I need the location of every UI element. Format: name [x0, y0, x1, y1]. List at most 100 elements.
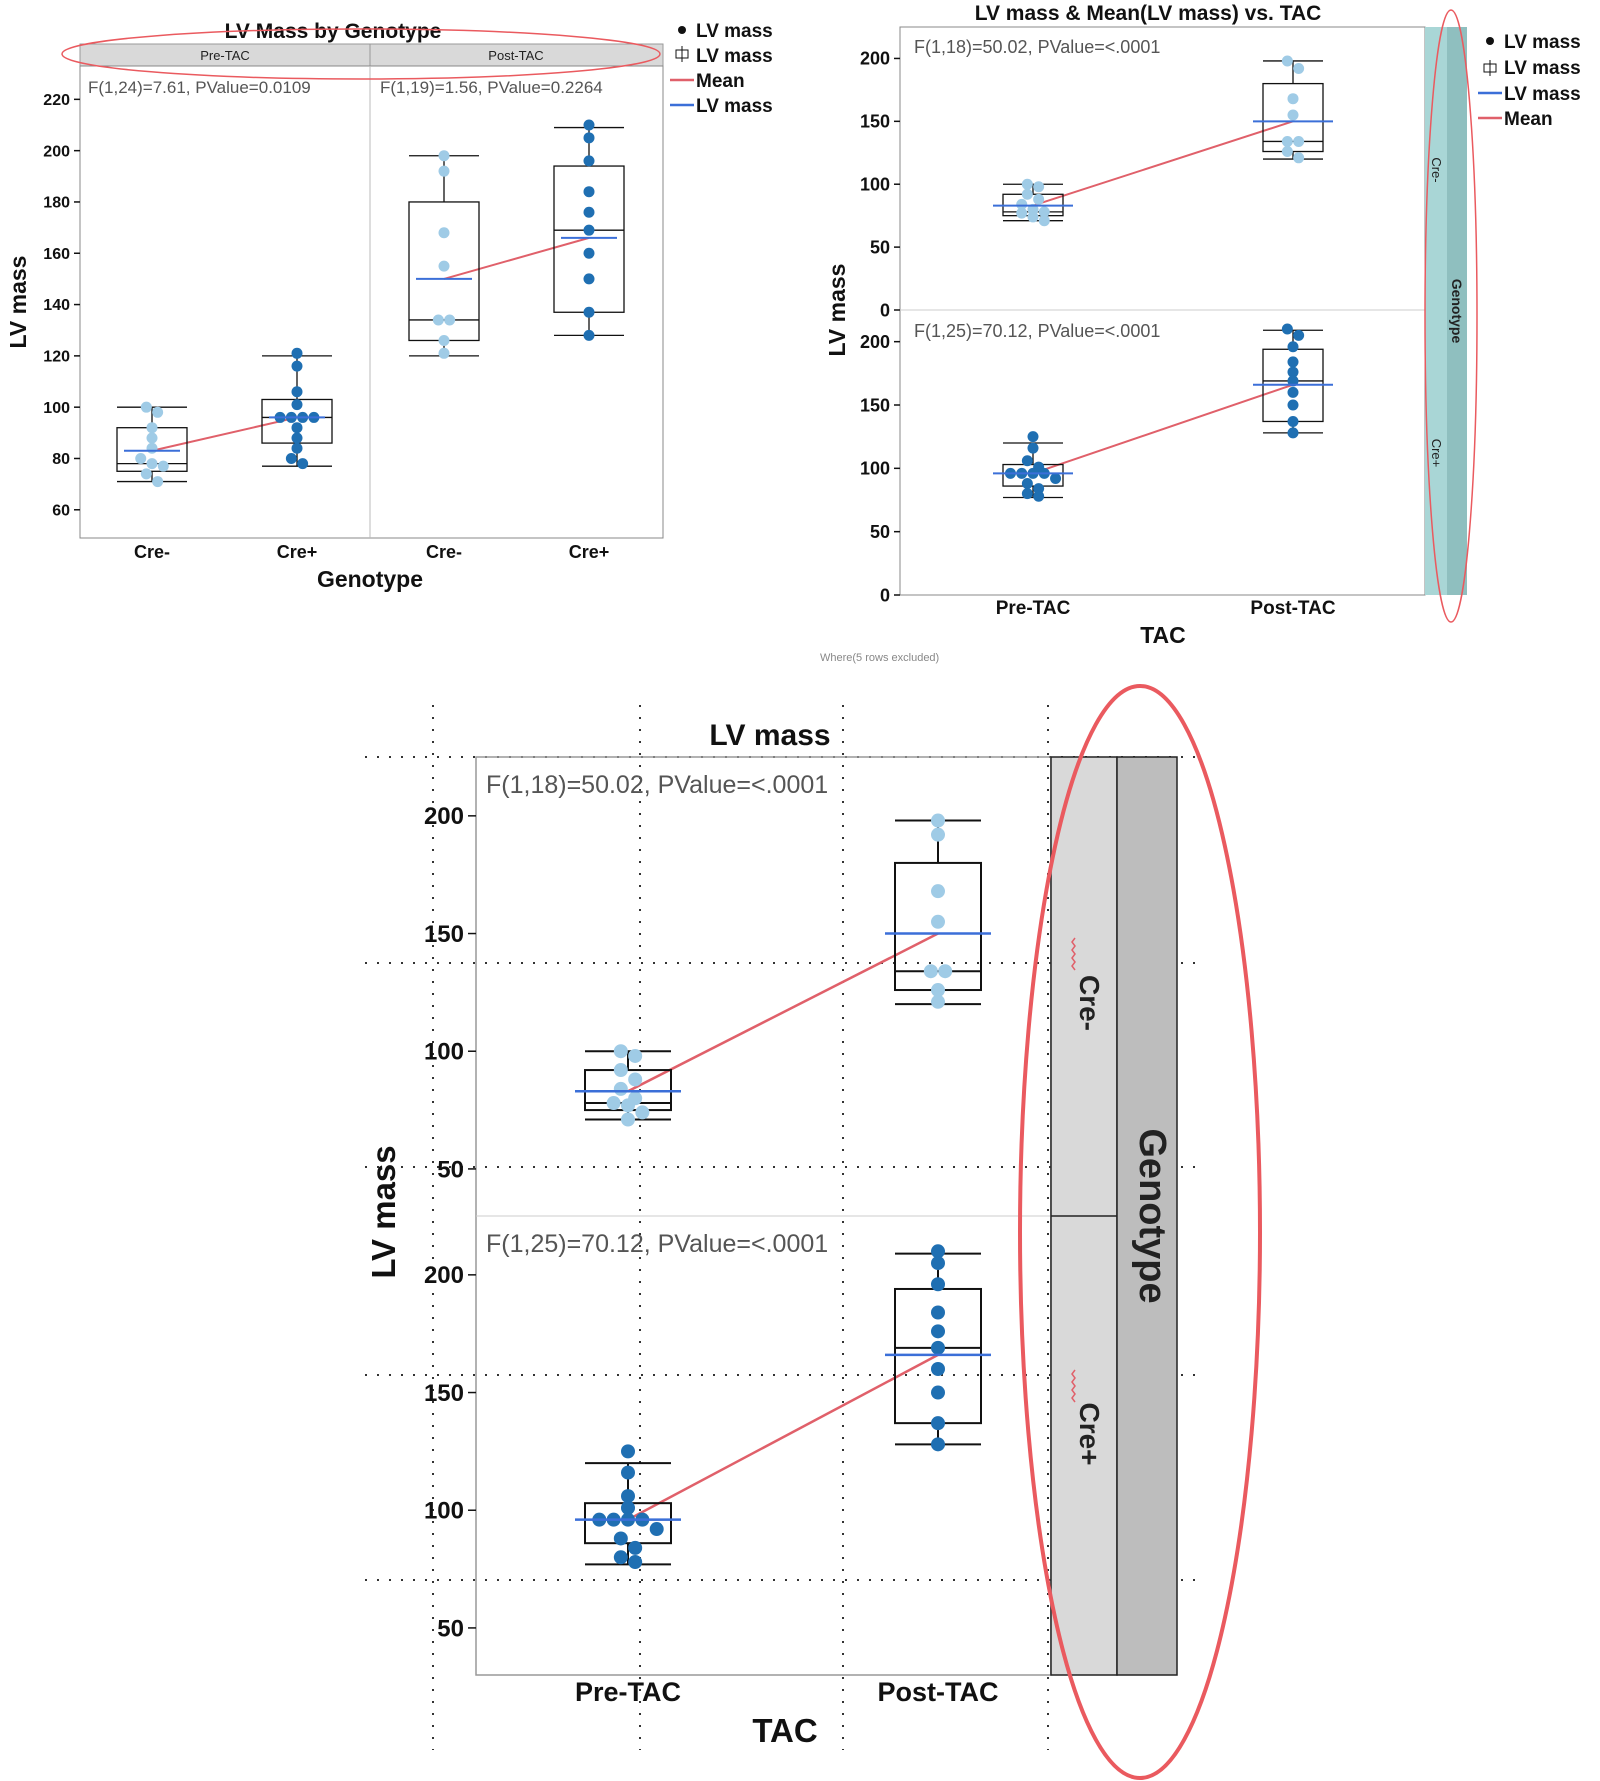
- panel3-marks: [575, 813, 991, 1570]
- p2-r0-g1-box: [1262, 82, 1324, 153]
- panel3-stat-cre-minus: F(1,18)=50.02, PValue=<.0001: [486, 771, 828, 799]
- p1-f0-g1-point-10: [291, 442, 303, 454]
- legend1-dot-icon: [678, 26, 686, 34]
- p2-r1-g1-point-5: [1287, 375, 1299, 387]
- p1-f0-g1-point-12: [297, 458, 309, 470]
- p3-r1-tick-label-50: 50: [437, 1615, 464, 1642]
- p2-r1-mean-connector: [1032, 383, 1294, 475]
- legend2-item-0: LV mass: [1504, 32, 1581, 53]
- p1-f0-g0-point-7: [157, 460, 169, 472]
- panel1-x-axis-title: Genotype: [317, 566, 423, 592]
- p3-r1-g1-point-3: [931, 1305, 945, 1320]
- p1-f0-g1-point-11: [285, 452, 297, 464]
- p3-r0-g1-point-3: [931, 914, 945, 929]
- p2-r1-tick-label-200: 200: [860, 332, 890, 352]
- panel1-xtick-post-cre-plus: Cre+: [569, 542, 610, 562]
- legend1-item-3: LV mass: [696, 96, 773, 117]
- p3-r1-g0-point-9: [613, 1531, 628, 1546]
- panel2-strip-title: Genotype: [1449, 279, 1465, 344]
- p3-r0-g1-point-2: [931, 884, 945, 899]
- p1-f1-g1-point-7: [583, 273, 595, 285]
- p1-f0-g0-point-5: [135, 452, 147, 464]
- panel2-frame: [899, 26, 1426, 596]
- p2-r0-g1-point-0: [1281, 55, 1293, 67]
- p1-f0-g0-point-0: [140, 401, 152, 413]
- p3-r1-g1-point-4: [931, 1324, 945, 1339]
- panel2-strip-genotype-title: [1447, 27, 1467, 595]
- p3-r1-g0-point-1: [621, 1465, 635, 1480]
- panel-lv-mass-zoom: LV mass F(1,18)=50.02, PValue=<.0001 F(1…: [365, 684, 1262, 1780]
- p1-y-tick-label-200: 200: [43, 143, 70, 160]
- panel2-y-axis-title: LV mass: [824, 264, 850, 357]
- p3-r0-g0-point-6: [606, 1096, 621, 1111]
- panel3-spellcheck-squiggle-cre-plus: [1071, 1369, 1076, 1403]
- p1-f1-g1-point-6: [583, 247, 595, 259]
- p3-r1-mean-connector: [627, 1353, 939, 1521]
- panel2-footnote: Where(5 rows excluded): [820, 652, 939, 664]
- p3-r1-tick-label-150: 150: [424, 1380, 464, 1407]
- p1-f0-g0-point-8: [140, 468, 152, 480]
- panel2-stat-cre-minus: F(1,18)=50.02, PValue=<.0001: [914, 37, 1160, 57]
- p1-y-tick-label-180: 180: [43, 195, 70, 212]
- panel1-xtick-post-cre-minus: Cre-: [426, 542, 462, 562]
- p1-f0-g1-point-9: [291, 432, 303, 444]
- p1-f1-g0-point-6: [438, 334, 450, 346]
- legend2-item-3: Mean: [1504, 109, 1553, 130]
- p1-f0-g0-point-3: [146, 432, 158, 444]
- p1-f1-g1-point-3: [583, 186, 595, 198]
- p2-r1-g1-point-9: [1287, 427, 1299, 439]
- panel2-strip-genotype-levels: [1425, 27, 1447, 595]
- p3-r0-tick-label-150: 150: [424, 921, 464, 948]
- p1-f0-g1-point-3: [291, 399, 303, 411]
- p3-r1-g0-point-10: [628, 1540, 643, 1555]
- p3-r1-g1-point-0: [931, 1244, 945, 1259]
- p1-y-tick-label-100: 100: [43, 400, 70, 417]
- p2-r1-tick-label-0: 0: [880, 585, 890, 605]
- panel-lv-mass-by-genotype: LV Mass by Genotype Pre-TAC Post-TAC F(1…: [5, 20, 773, 592]
- legend2-dot-icon: [1486, 37, 1494, 45]
- p3-r0-g0-point-3: [628, 1072, 643, 1087]
- p2-r0-g1-point-7: [1293, 152, 1305, 164]
- p3-r1-g1-point-9: [931, 1437, 945, 1452]
- p2-r1-tick-label-150: 150: [860, 395, 890, 415]
- panel2-xtick-post: Post-TAC: [1250, 598, 1335, 619]
- p3-r0-tick-label-50: 50: [437, 1156, 464, 1183]
- p1-f1-g1-point-8: [583, 306, 595, 318]
- panel3-strip-genotype-title: [1116, 756, 1178, 1676]
- p1-f1-g1-point-2: [583, 155, 595, 167]
- panel2-marks: [993, 55, 1333, 502]
- p3-r0-g0-point-7: [621, 1098, 635, 1113]
- p3-r1-g1-point-7: [931, 1385, 945, 1400]
- p2-r0-g0-point-4: [1016, 198, 1028, 210]
- p3-r1-g0-point-11: [613, 1550, 628, 1565]
- p2-r0-g0-point-2: [1021, 188, 1033, 200]
- p2-r0-g1-point-1: [1293, 63, 1305, 75]
- p3-r0-g0-point-8: [635, 1105, 650, 1120]
- p1-y-tick-label-120: 120: [43, 348, 70, 365]
- p3-r0-g1-point-5: [938, 964, 953, 979]
- p3-r1-g1-point-2: [931, 1277, 945, 1292]
- p3-r0-g1-point-1: [931, 827, 945, 842]
- p1-f1-g0-point-5: [444, 314, 456, 326]
- panel2-legend: LV mass LV mass LV mass Mean: [1478, 32, 1581, 130]
- panel3-y-axis: 50 100 150 200 50 100 150 200: [424, 803, 476, 1642]
- panel3-xtick-pre: Pre-TAC: [575, 1677, 681, 1707]
- p3-r1-g0-point-12: [628, 1555, 643, 1570]
- panel2-strip-cre-minus: Cre-: [1429, 157, 1444, 182]
- panel1-xtick-pre-cre-plus: Cre+: [277, 542, 318, 562]
- p2-r1-g1-point-0: [1281, 323, 1293, 335]
- p2-r0-g0-point-9: [1038, 215, 1050, 227]
- legend1-item-0: LV mass: [696, 21, 773, 42]
- p2-r1-g1-point-6: [1287, 386, 1299, 398]
- p1-f1-g0-point-7: [438, 347, 450, 359]
- panel-lv-mass-vs-tac: LV mass & Mean(LV mass) vs. TAC F(1,18)=…: [820, 2, 1581, 664]
- panel1-stat-pre: F(1,24)=7.61, PValue=0.0109: [88, 78, 311, 97]
- p2-r1-g0-point-1: [1027, 442, 1039, 454]
- p3-r1-g1-point-1: [931, 1256, 945, 1271]
- p1-f1-g1-point-9: [583, 329, 595, 341]
- panel1-legend: LV mass LV mass Mean LV mass: [670, 21, 773, 117]
- p2-r0-tick-label-150: 150: [860, 112, 890, 132]
- p1-f0-g0-point-1: [152, 406, 164, 418]
- p1-f0-g1-point-2: [291, 386, 303, 398]
- p2-r0-g0-point-0: [1021, 178, 1033, 190]
